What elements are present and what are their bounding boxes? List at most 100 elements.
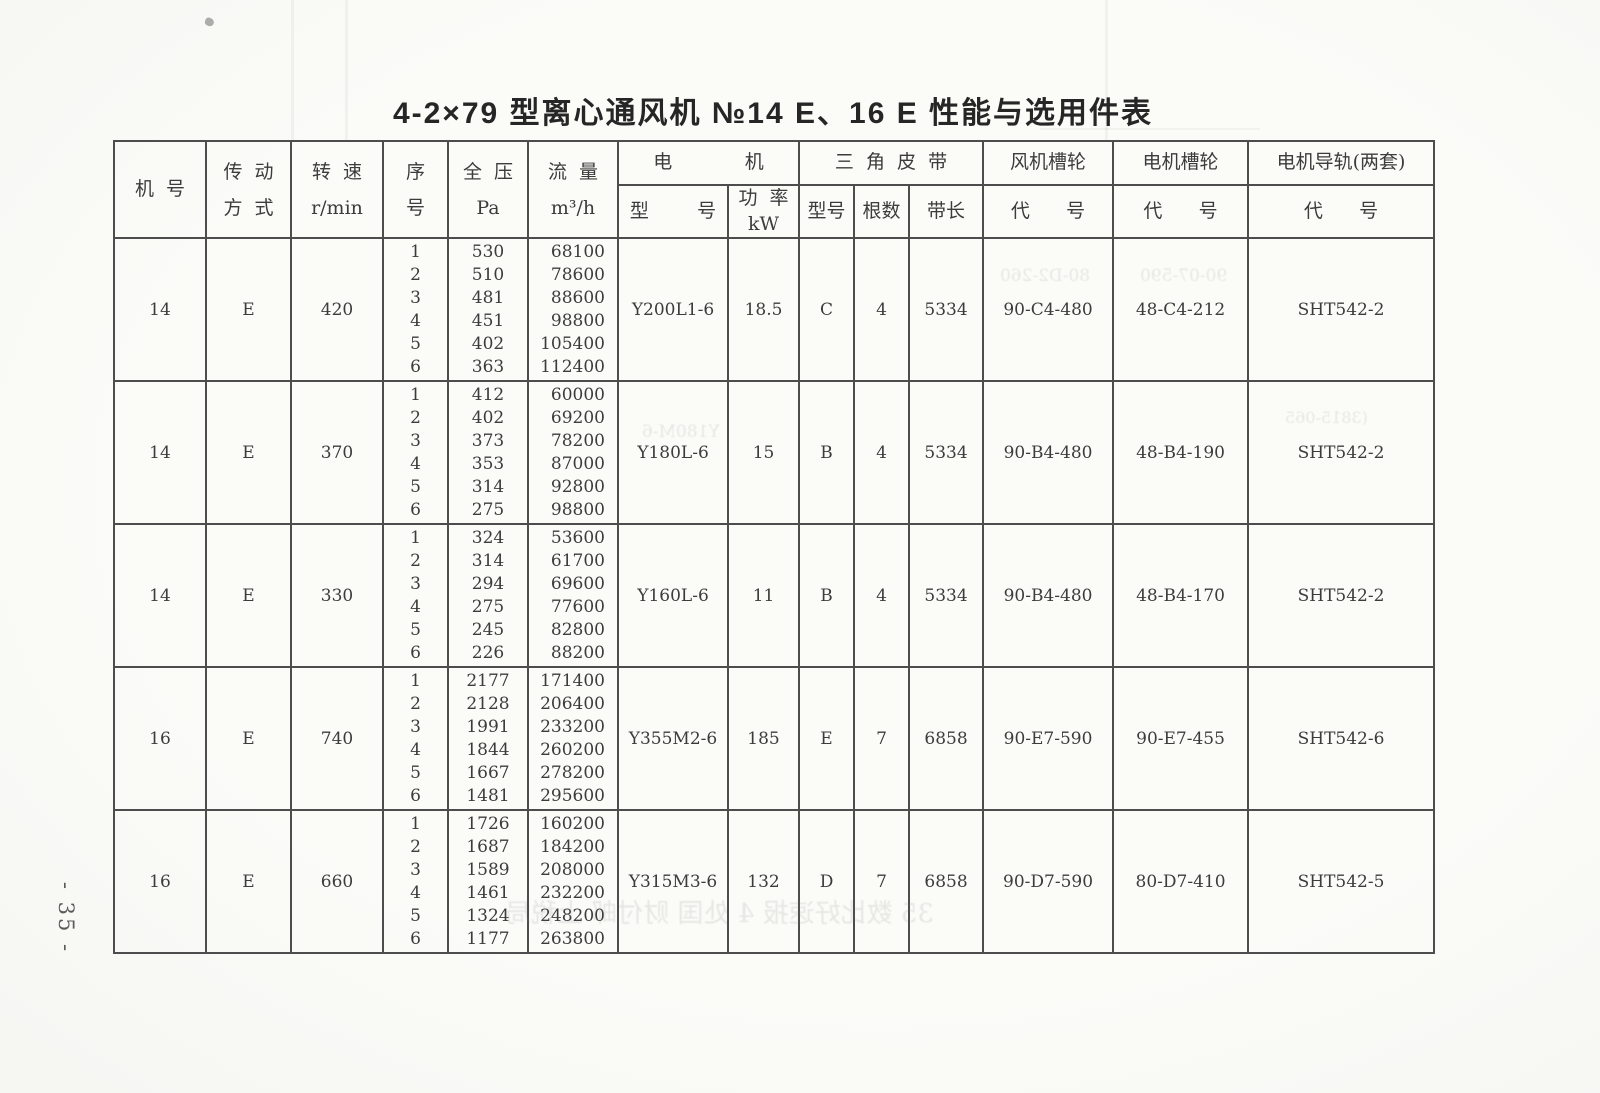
table-cell-line: 98800 bbox=[550, 499, 605, 520]
cell-flow-list: 53600 61700 69600 77600 82800 88200 bbox=[527, 523, 619, 669]
cell-fan-pulley-code: 90-B4-480 bbox=[982, 380, 1115, 526]
cell-fan-pulley-code: 90-B4-480 bbox=[982, 523, 1115, 669]
table-cell-line: 5 bbox=[410, 762, 421, 783]
table-cell-line: 260200 bbox=[540, 739, 605, 760]
table-cell-line: 160200 bbox=[540, 813, 605, 834]
table-cell-line: 78600 bbox=[550, 264, 605, 285]
header-line: r/min bbox=[311, 196, 363, 219]
table-cell-line: 78200 bbox=[550, 430, 605, 451]
group-header-motor-rail: 电机导轨(两套) bbox=[1247, 140, 1436, 186]
table-cell-line: 5 bbox=[410, 333, 421, 354]
cell-machine-no: 14 bbox=[113, 523, 207, 669]
cell-speed: 330 bbox=[290, 523, 384, 669]
table-cell-line: 105400 bbox=[540, 333, 605, 354]
table-cell-line: 232200 bbox=[540, 882, 605, 903]
cell-rail-code: SHT542-2 bbox=[1247, 523, 1436, 669]
table-cell-line: 314 bbox=[471, 550, 505, 571]
cell-drive-mode: E bbox=[205, 666, 292, 812]
table-cell-line: 2 bbox=[410, 836, 421, 857]
table-cell-line: 112400 bbox=[540, 356, 605, 377]
table-cell-line: 82800 bbox=[550, 619, 605, 640]
table-cell-line: 4 bbox=[410, 310, 421, 331]
cell-fan-pulley-code: 90-D7-590 bbox=[982, 809, 1115, 955]
cell-pressure-list: 324 314 294 275 245 226 bbox=[447, 523, 529, 669]
table-cell-line: 60000 bbox=[550, 384, 605, 405]
cell-belt-model: B bbox=[798, 523, 856, 669]
table-cell-line: 6 bbox=[410, 642, 421, 663]
table-cell-line: 353 bbox=[471, 453, 505, 474]
cell-belt-length: 6858 bbox=[908, 809, 985, 955]
table-cell-line: 1 bbox=[410, 384, 421, 405]
table-cell-line: 1 bbox=[410, 813, 421, 834]
cell-pressure-list: 1726 1687 1589 1461 1324 1177 bbox=[447, 809, 529, 955]
cell-belt-count: 7 bbox=[853, 666, 911, 812]
table-cell-line: 206400 bbox=[540, 693, 605, 714]
cell-flow-list: 68100 78600 88600 98800 105400 112400 bbox=[527, 237, 619, 383]
table-cell-line: 61700 bbox=[550, 550, 605, 571]
table-cell-line: 1 bbox=[410, 670, 421, 691]
table-cell-line: 510 bbox=[471, 264, 505, 285]
cell-belt-model: C bbox=[798, 237, 856, 383]
cell-drive-mode: E bbox=[205, 380, 292, 526]
table-cell-line: 226 bbox=[471, 642, 505, 663]
table-cell-line: 92800 bbox=[550, 476, 605, 497]
cell-motor-pulley-code: 48-C4-212 bbox=[1112, 237, 1250, 383]
col-header-belt-length: 带长 bbox=[908, 183, 985, 240]
table-cell-line: 1991 bbox=[466, 716, 510, 737]
cell-motor-model: Y200L1-6 bbox=[617, 237, 729, 383]
col-header-belt-count: 根数 bbox=[853, 183, 911, 240]
table-cell-line: 1461 bbox=[466, 882, 510, 903]
cell-belt-count: 4 bbox=[853, 380, 911, 526]
header-line: Pa bbox=[476, 196, 500, 219]
cell-rail-code: SHT542-2 bbox=[1247, 237, 1436, 383]
table-cell-line: 6 bbox=[410, 499, 421, 520]
page-number: - 35 - bbox=[54, 881, 78, 955]
table-cell-line: 6 bbox=[410, 928, 421, 949]
table-cell-line: 4 bbox=[410, 453, 421, 474]
cell-flow-list: 160200 184200 208000 232200 248200 263800 bbox=[527, 809, 619, 955]
cell-pressure-list: 2177 2128 1991 1844 1667 1481 bbox=[447, 666, 529, 812]
cell-speed: 370 bbox=[290, 380, 384, 526]
table-cell-line: 5 bbox=[410, 619, 421, 640]
table-cell-line: 6 bbox=[410, 785, 421, 806]
table-cell-line: 88200 bbox=[550, 642, 605, 663]
cell-drive-mode: E bbox=[205, 523, 292, 669]
col-header-motor-pulley-code: 代 号 bbox=[1112, 183, 1250, 240]
table-cell-line: 77600 bbox=[550, 596, 605, 617]
cell-machine-no: 16 bbox=[113, 666, 207, 812]
header-line: m³/h bbox=[550, 196, 596, 219]
table-cell-line: 314 bbox=[471, 476, 505, 497]
table-cell-line: 294 bbox=[471, 573, 505, 594]
cell-motor-power: 11 bbox=[726, 523, 801, 669]
table-cell-line: 2177 bbox=[466, 670, 510, 691]
cell-machine-no: 14 bbox=[113, 380, 207, 526]
fan-performance-table: 机 号 传 动方 式 转 速 r/min 序号 全 压 Pa 流 量 m³/h 电 机… bbox=[113, 139, 1436, 955]
table-cell-line: 1 bbox=[410, 241, 421, 262]
table-cell-line: 1844 bbox=[466, 739, 510, 760]
cell-flow-list: 60000 69200 78200 87000 92800 98800 bbox=[527, 380, 619, 526]
cell-machine-no: 14 bbox=[113, 237, 207, 383]
col-header-flow: 流 量 m³/h bbox=[527, 139, 619, 240]
col-header-rail-code: 代 号 bbox=[1247, 183, 1436, 240]
cell-speed: 660 bbox=[290, 809, 384, 955]
cell-pressure-list: 412 402 373 353 314 275 bbox=[447, 380, 529, 526]
cell-belt-count: 7 bbox=[853, 809, 911, 955]
cell-motor-power: 18.5 bbox=[726, 237, 801, 383]
table-cell-line: 278200 bbox=[540, 762, 605, 783]
cell-drive-mode: E bbox=[205, 237, 292, 383]
table-cell-line: 1726 bbox=[466, 813, 510, 834]
table-cell-line: 2 bbox=[410, 693, 421, 714]
cell-belt-count: 4 bbox=[853, 523, 911, 669]
table-cell-line: 3 bbox=[410, 430, 421, 451]
cell-motor-pulley-code: 90-E7-455 bbox=[1112, 666, 1250, 812]
table-cell-line: 4 bbox=[410, 739, 421, 760]
table-cell-line: 208000 bbox=[540, 859, 605, 880]
cell-machine-no: 16 bbox=[113, 809, 207, 955]
page-title: 4-2×79 型离心通风机 №14 E、16 E 性能与选用件表 bbox=[392, 97, 1154, 130]
table-cell-line: 171400 bbox=[540, 670, 605, 691]
table-cell-line: 6 bbox=[410, 356, 421, 377]
